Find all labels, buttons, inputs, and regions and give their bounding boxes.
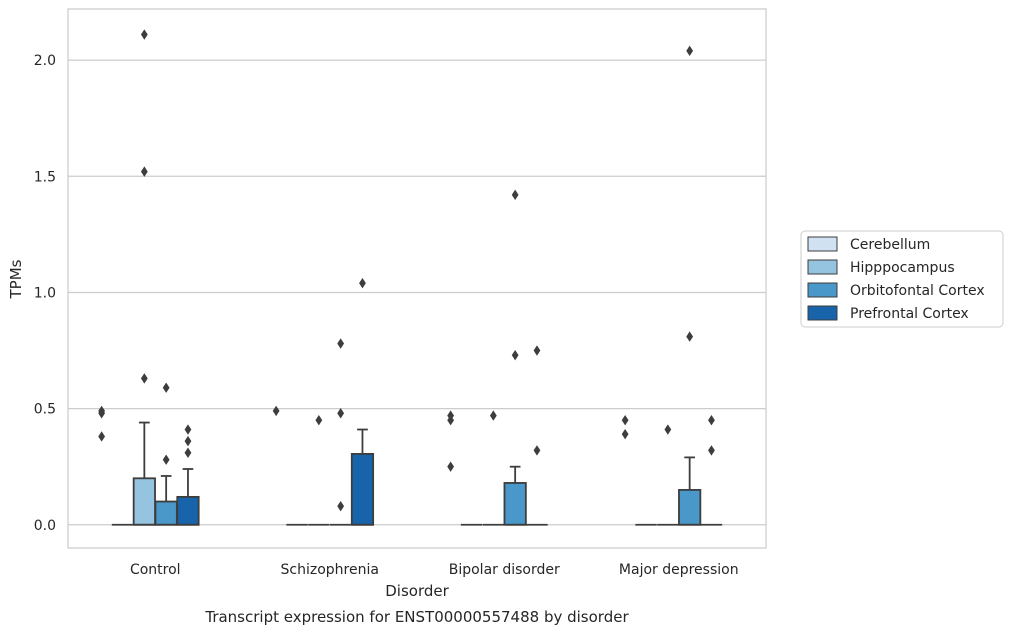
outlier-point: [184, 424, 192, 435]
legend-frame: [800, 230, 1004, 328]
outlier-point: [686, 331, 694, 342]
outlier-point: [533, 345, 541, 356]
outlier-point: [337, 338, 345, 349]
box-group: [700, 415, 723, 526]
box: [350, 453, 375, 526]
box-group: [329, 338, 352, 526]
outlier-point: [511, 189, 519, 201]
y-axis-ticks: 0.0 0.5 1.0 1.5 2.0: [34, 53, 56, 534]
box-group: [132, 29, 156, 526]
outlier-point: [533, 445, 541, 456]
legend-label: Prefrontal Cortex: [850, 306, 969, 322]
legend: Cerebellum Hipppocampus Orbitofontal Corte…: [800, 230, 1004, 328]
outlier-point: [184, 435, 192, 447]
box-group: [176, 424, 200, 526]
legend-swatch: [807, 282, 838, 298]
outlier-point: [621, 428, 629, 440]
leading-outlier-group: [98, 405, 106, 442]
box: [678, 489, 702, 526]
outlier-point: [621, 415, 629, 426]
box-group: [678, 45, 702, 526]
outlier-point: [708, 415, 715, 426]
y-tick-label: 1.0: [34, 285, 56, 301]
outlier-point: [708, 445, 715, 456]
y-tick-label: 0.5: [34, 402, 56, 418]
outlier-point: [140, 29, 148, 40]
outlier-point: [315, 415, 323, 426]
outlier-point: [98, 405, 106, 417]
chart-title: Transcript expression for ENST0000055748…: [204, 608, 629, 626]
box-group: [482, 410, 505, 526]
x-tick-label: Schizophrenia: [281, 562, 379, 578]
outlier-point: [140, 166, 148, 177]
outlier-point: [337, 408, 345, 419]
leading-outlier-group: [447, 410, 455, 472]
outlier-point: [664, 424, 672, 435]
outlier-point: [686, 45, 694, 57]
y-tick-label: 2.0: [34, 53, 56, 69]
x-tick-label: Control: [130, 562, 181, 578]
outlier-point: [489, 410, 497, 421]
outlier-point: [98, 431, 106, 442]
outlier-point: [359, 277, 366, 289]
box: [176, 495, 200, 526]
y-tick-label: 1.5: [34, 169, 56, 185]
x-tick-label: Major depression: [619, 562, 739, 578]
outlier-point: [162, 454, 170, 465]
leading-outlier-group: [272, 405, 280, 417]
box-group: [308, 415, 330, 526]
box: [154, 500, 178, 526]
legend-label: Cerebellum: [850, 237, 930, 253]
legend-label: Orbitofontal Cortex: [850, 283, 985, 299]
box-group: [526, 345, 548, 526]
x-axis-label: Disorder: [385, 582, 449, 600]
y-axis-label: TPMs: [7, 259, 25, 299]
box-group: [154, 382, 178, 526]
plot-frame: [67, 8, 767, 549]
x-tick-label: Bipolar disorder: [449, 562, 560, 578]
legend-swatch: [807, 305, 838, 321]
legend-label: Hipppocampus: [850, 260, 955, 276]
outlier-point: [184, 447, 192, 458]
outlier-point: [162, 382, 170, 393]
gridlines: [68, 59, 766, 526]
x-axis-ticks: Control Schizophrenia Bipolar disorder Majo…: [130, 562, 739, 578]
leading-outlier-group: [621, 415, 629, 440]
outlier-point: [272, 405, 280, 417]
y-tick-label: 0.0: [34, 518, 56, 534]
box-plot-marks: [98, 29, 723, 526]
outlier-point: [447, 410, 455, 421]
box-group: [503, 189, 527, 526]
box: [132, 477, 156, 526]
box: [503, 482, 527, 526]
outlier-point: [337, 500, 345, 512]
legend-swatch: [807, 236, 838, 252]
box-group: [350, 277, 375, 526]
legend-swatch: [807, 259, 838, 275]
outlier-point: [447, 461, 455, 472]
box-group: [657, 424, 679, 526]
outlier-point: [140, 373, 148, 384]
outlier-point: [511, 349, 519, 361]
